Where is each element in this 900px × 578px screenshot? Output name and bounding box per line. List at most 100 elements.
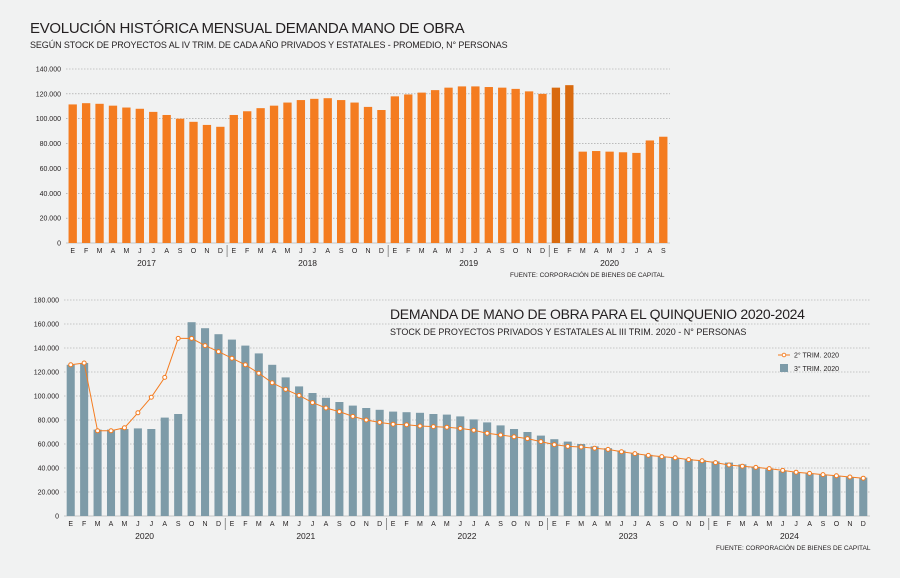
x-tick-label: M <box>256 521 262 528</box>
line-point <box>148 394 154 400</box>
x-tick-label: J <box>794 521 798 528</box>
x-tick-label: F <box>245 248 249 255</box>
x-tick-label: E <box>231 248 236 255</box>
x-tick-label: O <box>672 521 678 528</box>
line-point <box>68 362 74 368</box>
bar <box>68 104 77 244</box>
bar <box>135 108 144 244</box>
x-tick-label: O <box>191 248 197 255</box>
x-tick-label: S <box>178 248 183 255</box>
x-tick-label: M <box>258 248 264 255</box>
bar <box>189 121 198 243</box>
bar <box>108 105 118 244</box>
chart1-svg: 0 20.000 40.000 60.000 80.000 100.000 120.000 1… <box>36 67 670 268</box>
x-tick-label: A <box>431 521 436 528</box>
x-tick-label: S <box>176 521 181 528</box>
x-tick-label: M <box>607 248 613 255</box>
line-point <box>404 422 410 428</box>
legend-line-marker <box>781 352 787 358</box>
line-point <box>739 463 745 469</box>
line-point <box>336 409 342 415</box>
bar <box>617 450 626 516</box>
x-tick-label: E <box>554 248 559 255</box>
y-tick-label: 180.000 <box>34 298 59 305</box>
x-tick-label: A <box>109 521 114 528</box>
line-point <box>296 392 302 398</box>
bar <box>632 152 641 243</box>
x-tick-label: A <box>486 248 491 255</box>
bar <box>404 94 413 243</box>
x-tick-label: D <box>216 521 221 528</box>
x-tick-label: A <box>807 521 812 528</box>
bar <box>538 93 547 243</box>
line-point <box>444 424 450 430</box>
x-tick-label: A <box>111 248 116 255</box>
x-tick-label: A <box>646 521 651 528</box>
x-tick-label: M <box>417 521 423 528</box>
x-tick-label: O <box>352 248 358 255</box>
x-tick-label: F <box>727 521 731 528</box>
bar <box>348 405 357 516</box>
x-tick-label: O <box>189 521 195 528</box>
line-point <box>605 446 611 452</box>
line-point <box>632 451 638 457</box>
bar <box>335 402 344 516</box>
bar <box>362 408 371 516</box>
line-point <box>95 428 101 434</box>
chart2-subtitle: STOCK DE PROYECTOS PRIVADOS Y ESTATALES … <box>390 327 747 337</box>
bar <box>202 124 212 243</box>
bar <box>241 345 250 516</box>
bar <box>133 428 142 516</box>
bar <box>187 322 196 516</box>
x-tick-label: A <box>433 248 438 255</box>
bar <box>457 86 467 244</box>
bar <box>149 111 158 243</box>
bar <box>363 106 373 244</box>
bar <box>524 91 534 243</box>
line-point <box>511 434 517 440</box>
bar <box>592 151 601 243</box>
x-tick-label: M <box>446 248 452 255</box>
x-tick-label: O <box>513 248 519 255</box>
bar <box>162 114 171 243</box>
bar <box>590 446 599 516</box>
x-tick-label: D <box>540 248 545 255</box>
x-tick-label: M <box>766 521 772 528</box>
x-tick-label: S <box>337 521 342 528</box>
bar <box>80 363 89 516</box>
bar <box>792 472 801 516</box>
bar <box>684 459 693 516</box>
bar <box>201 328 210 516</box>
bar <box>644 454 653 516</box>
line-point <box>484 430 490 436</box>
year-label: 2019 <box>459 258 478 268</box>
x-tick-label: J <box>138 248 142 255</box>
year-label: 2018 <box>298 258 317 268</box>
x-tick-label: M <box>122 521 128 528</box>
bar <box>308 393 317 516</box>
x-tick-label: M <box>283 521 289 528</box>
x-tick-label: M <box>580 248 586 255</box>
bar <box>281 377 290 516</box>
y-tick-label: 60.000 <box>38 442 60 449</box>
bar <box>402 412 411 516</box>
x-tick-label: J <box>459 521 463 528</box>
line-point <box>215 349 221 355</box>
x-tick-label: O <box>511 521 517 528</box>
bar <box>214 334 223 516</box>
bar <box>765 469 774 516</box>
line-point <box>377 419 383 425</box>
x-tick-label: A <box>270 521 275 528</box>
line-point <box>726 462 732 468</box>
x-tick-label: N <box>686 521 691 528</box>
y-tick-label: 100.000 <box>34 394 59 401</box>
bar <box>93 429 102 516</box>
x-tick-label: F <box>404 521 408 528</box>
chart1-source: FUENTE: CORPORACIÓN DE BIENES DE CAPITAL <box>510 272 665 279</box>
x-tick-label: N <box>364 521 369 528</box>
bar <box>551 87 561 244</box>
bar <box>296 100 306 243</box>
x-tick-label: M <box>739 521 745 528</box>
bar <box>430 90 440 243</box>
